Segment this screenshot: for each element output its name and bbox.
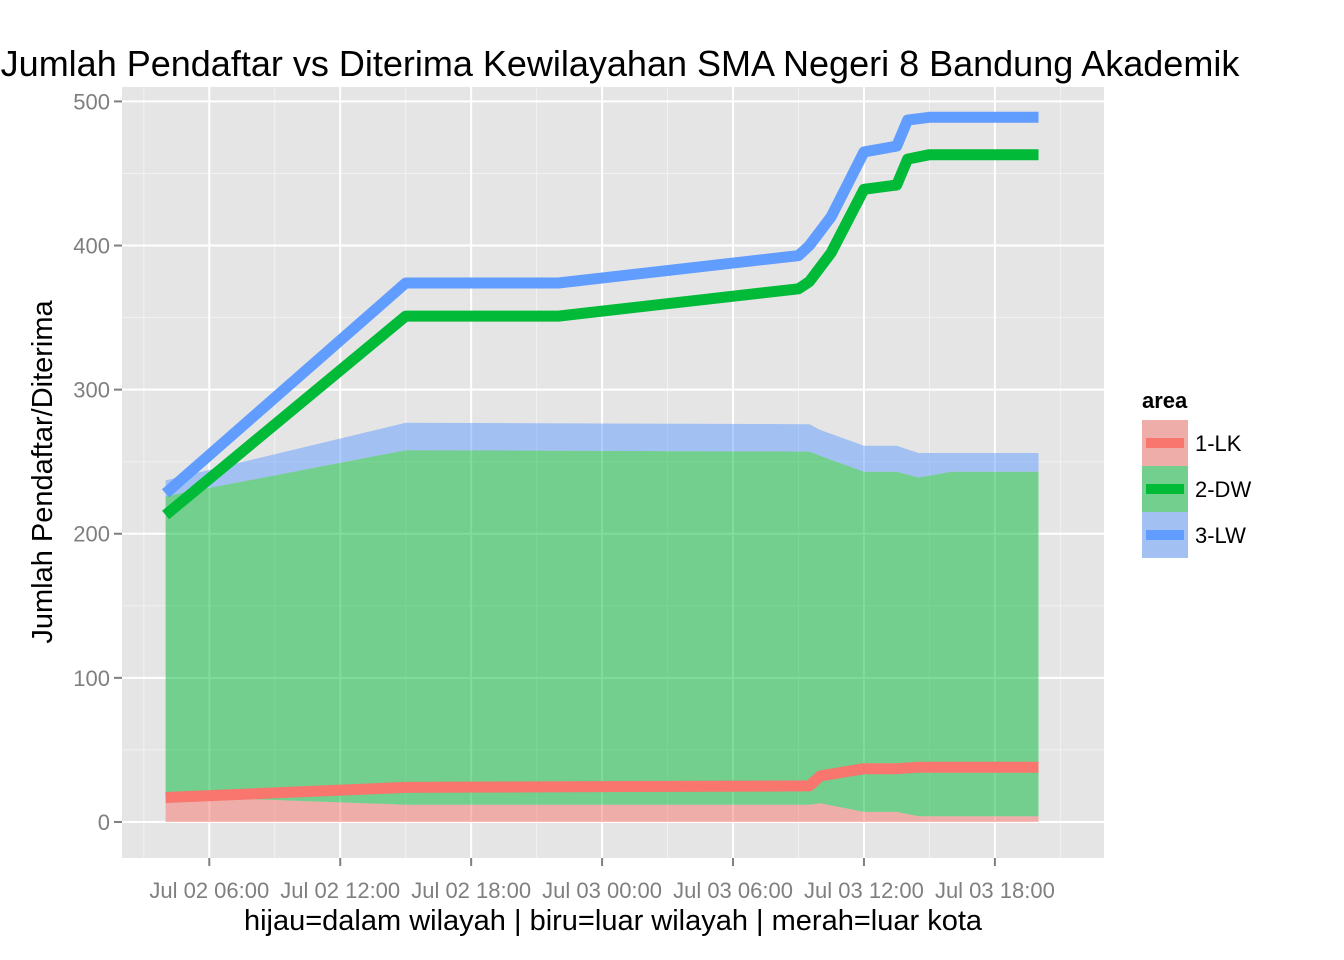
y-axis-label: Jumlah Pendaftar/Diterima: [27, 299, 59, 643]
legend-label-1-lk: 1-LK: [1195, 431, 1242, 456]
chart-title: Jumlah Pendaftar vs Diterima Kewilayahan…: [1, 43, 1241, 84]
area-2-dw: [165, 450, 1039, 817]
y-tick-label: 400: [73, 234, 110, 259]
area-layer: [165, 422, 1039, 822]
y-tick-label: 500: [73, 89, 110, 114]
legend-label-2-dw: 2-DW: [1195, 477, 1251, 502]
x-axis-label: hijau=dalam wilayah | biru=luar wilayah …: [244, 905, 983, 937]
legend-title: area: [1142, 388, 1188, 413]
x-tick-label: Jul 02 06:00: [149, 878, 269, 903]
x-tick-label: Jul 02 12:00: [280, 878, 400, 903]
legend-label-3-lw: 3-LW: [1195, 523, 1246, 548]
y-tick-label: 200: [73, 522, 110, 547]
x-tick-label: Jul 03 00:00: [542, 878, 662, 903]
legend: area 1-LK 2-DW 3-LW: [1142, 388, 1251, 558]
area-1-lk: [165, 796, 1039, 822]
y-tick-label: 300: [73, 378, 110, 403]
y-axis: 0 100 200 300 400 500: [73, 89, 122, 835]
x-tick-label: Jul 03 06:00: [673, 878, 793, 903]
x-tick-label: Jul 03 18:00: [935, 878, 1055, 903]
x-axis: Jul 02 06:00 Jul 02 12:00 Jul 02 18:00 Jul …: [149, 858, 1055, 903]
y-tick-label: 100: [73, 666, 110, 691]
line-layer: [161, 111, 1039, 803]
line-3-lw: [161, 111, 1039, 498]
line-2-dw: [162, 149, 1039, 520]
area-3-lw: [165, 422, 1039, 497]
x-tick-label: Jul 02 18:00: [411, 878, 531, 903]
x-tick-label: Jul 03 12:00: [804, 878, 924, 903]
line-1-lk: [165, 761, 1039, 803]
y-tick-label: 0: [98, 810, 110, 835]
